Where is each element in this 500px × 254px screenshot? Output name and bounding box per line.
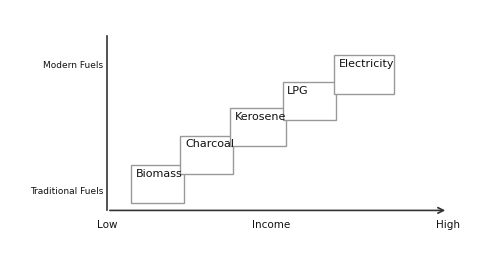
Bar xyxy=(131,165,184,203)
Text: High: High xyxy=(436,220,460,230)
Text: Modern Fuels: Modern Fuels xyxy=(43,61,103,70)
Text: Traditional Fuels: Traditional Fuels xyxy=(30,187,103,196)
Text: Biomass: Biomass xyxy=(136,169,182,179)
Text: LPG: LPG xyxy=(288,86,309,96)
Text: Electricity: Electricity xyxy=(338,59,394,69)
Bar xyxy=(230,108,286,146)
Bar xyxy=(282,82,336,120)
Text: Charcoal: Charcoal xyxy=(185,139,234,149)
Bar xyxy=(334,55,394,94)
Text: Income: Income xyxy=(252,220,290,230)
Text: Kerosene: Kerosene xyxy=(234,112,286,122)
Text: Low: Low xyxy=(97,220,117,230)
Bar xyxy=(180,136,233,174)
